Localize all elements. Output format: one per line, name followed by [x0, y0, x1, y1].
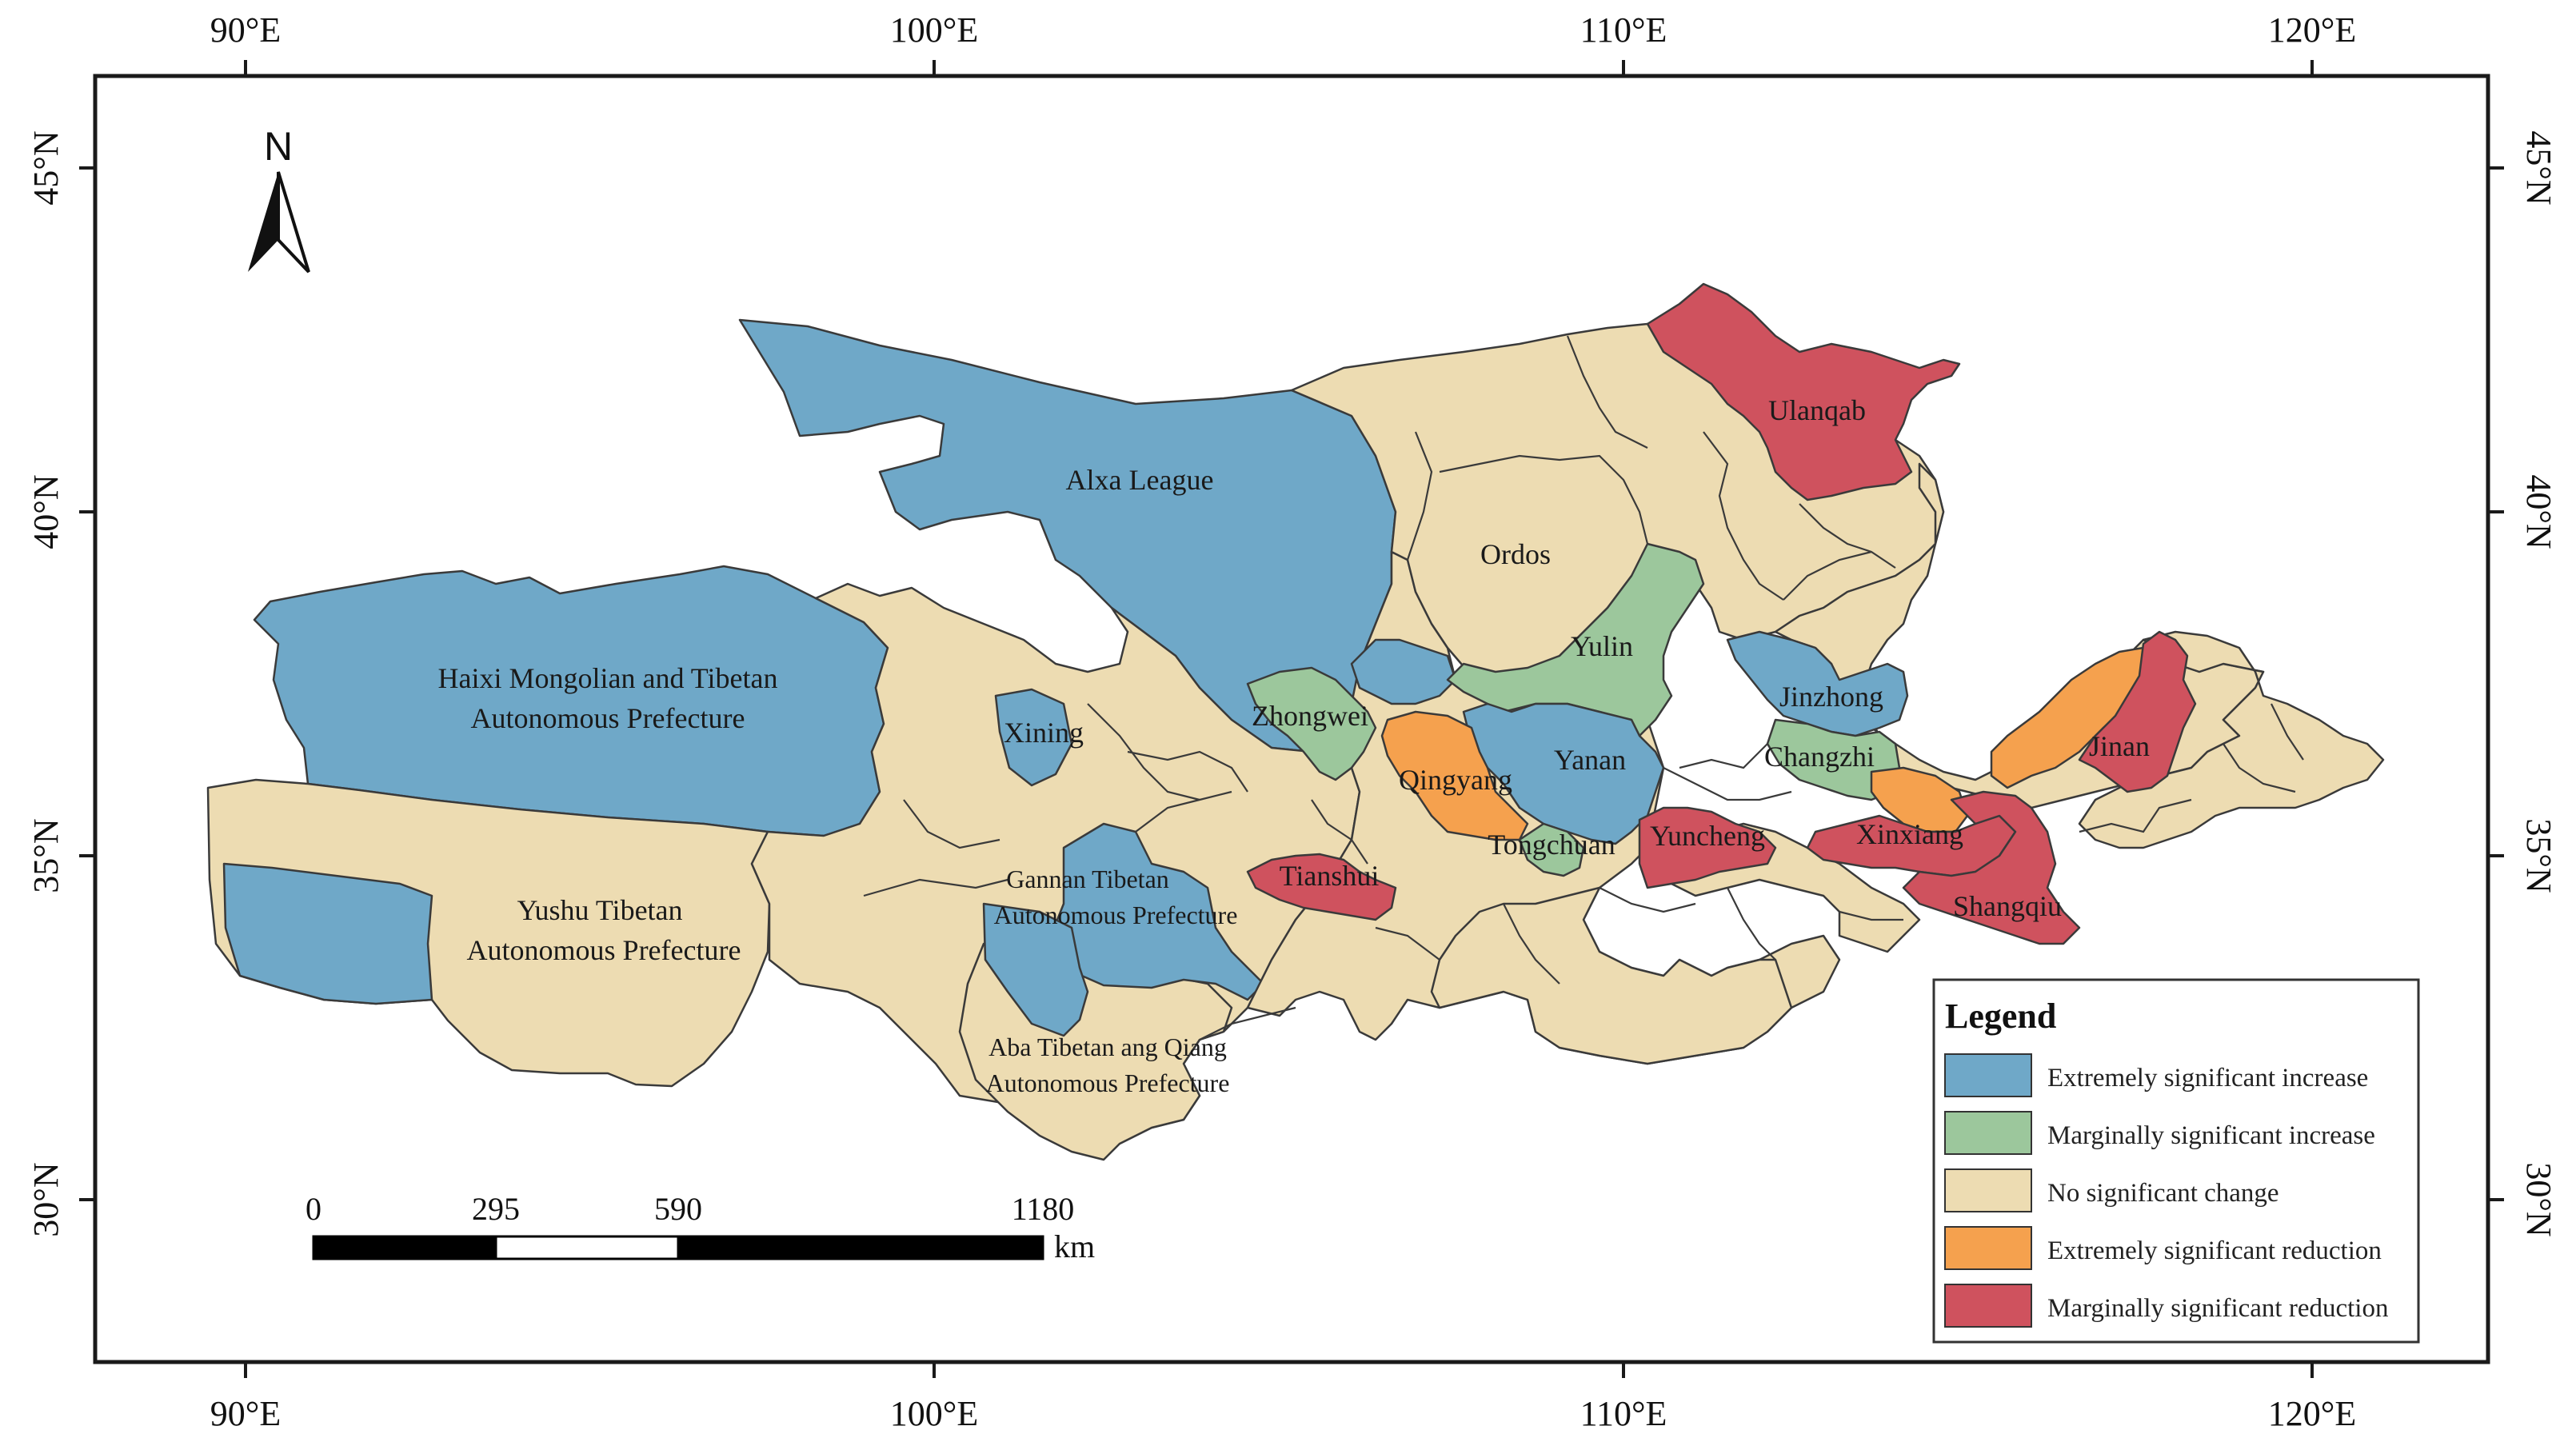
label-qingyang: Qingyang	[1399, 764, 1512, 796]
label-gannan-line2: Autonomous Prefecture	[994, 901, 1238, 929]
label-alxa: Alxa League	[1066, 464, 1214, 496]
label-xining: Xining	[1004, 717, 1084, 749]
region-tianshui	[1246, 853, 1397, 921]
scale-segment	[494, 1235, 680, 1260]
legend-swatch-extremely-significant-increase	[1944, 1053, 2032, 1097]
region-shangqiu	[1902, 790, 2081, 945]
scale-segment	[312, 1235, 497, 1260]
region-yinchuan	[1350, 638, 1457, 705]
scale-unit: km	[1054, 1228, 1095, 1264]
label-changzhi: Changzhi	[1764, 741, 1875, 773]
legend-label: Extremely significant increase	[2047, 1064, 2368, 1092]
scale-bar: 0 295 590 1180 km	[306, 1191, 1095, 1264]
right-axis-label: 35°N	[2519, 818, 2558, 893]
label-zhongwei: Zhongwei	[1252, 700, 1368, 732]
top-axis-label: 100°E	[890, 10, 978, 50]
region-south-beige	[1430, 886, 1793, 1065]
label-yuncheng: Yuncheng	[1650, 820, 1765, 852]
legend: Legend Extremely significant increase Ma…	[1932, 978, 2420, 1344]
label-jinzhong: Jinzhong	[1779, 681, 1883, 713]
top-axis-labels: 90°E 100°E 110°E 120°E	[210, 10, 2356, 50]
legend-label: No significant change	[2047, 1179, 2279, 1208]
north-arrow-label: N	[264, 124, 293, 169]
label-yulin: Yulin	[1571, 630, 1633, 662]
bottom-axis-label: 100°E	[890, 1394, 978, 1433]
label-haixi-line1: Haixi Mongolian and Tibetan	[438, 662, 778, 694]
label-aba-line2: Autonomous Prefecture	[986, 1069, 1230, 1097]
left-axis-label: 30°N	[26, 1162, 66, 1236]
label-haixi-line2: Autonomous Prefecture	[471, 702, 745, 734]
label-xinxiang: Xinxiang	[1856, 818, 1963, 850]
right-axis-label: 40°N	[2519, 474, 2558, 549]
legend-label: Extremely significant reduction	[2047, 1236, 2382, 1265]
region-yushu-west	[222, 862, 433, 1005]
region-jinzhong	[1726, 630, 1909, 737]
legend-label: Marginally significant increase	[2047, 1121, 2375, 1150]
label-yanan: Yanan	[1554, 744, 1626, 776]
top-axis-label: 110°E	[1580, 10, 1667, 50]
right-axis-label: 45°N	[2519, 130, 2558, 205]
legend-label: Marginally significant reduction	[2047, 1294, 2388, 1323]
region-gannan-south	[982, 902, 1089, 1037]
scale-segment	[677, 1235, 1044, 1260]
label-jinan: Jinan	[2089, 730, 2150, 762]
frame-ticks	[79, 60, 2504, 1378]
region-yanan	[1462, 702, 1665, 845]
region-shandong-east	[2078, 630, 2385, 849]
label-shangqiu: Shangqiu	[1953, 890, 2062, 922]
north-arrow: N	[248, 124, 310, 274]
region-xining	[994, 688, 1073, 787]
left-axis-label: 40°N	[26, 474, 66, 549]
label-ulanqab: Ulanqab	[1768, 394, 1866, 426]
map-frame	[93, 74, 2490, 1364]
scale-label: 0	[306, 1191, 322, 1227]
scale-label: 1180	[1012, 1191, 1075, 1227]
left-axis-label: 35°N	[26, 818, 66, 893]
bottom-axis-label: 90°E	[210, 1394, 281, 1433]
label-gannan-line1: Gannan Tibetan	[1006, 865, 1169, 893]
label-aba-line1: Aba Tibetan ang Qiang	[988, 1033, 1227, 1061]
legend-title: Legend	[1945, 997, 2056, 1036]
legend-box	[1932, 978, 2420, 1344]
map-regions	[206, 282, 2385, 1161]
legend-swatch-no-significant-change	[1944, 1168, 2032, 1212]
left-axis-labels: 45°N 40°N 35°N 30°N	[26, 130, 66, 1236]
left-axis-label: 45°N	[26, 130, 66, 205]
top-axis-label: 120°E	[2268, 10, 2356, 50]
legend-swatch-marginally-significant-reduction	[1944, 1284, 2032, 1328]
region-ulanqab	[1646, 282, 1961, 501]
label-yushu-line2: Autonomous Prefecture	[467, 934, 741, 966]
north-arrow-icon	[248, 171, 310, 274]
region-jinan	[2078, 630, 2197, 793]
region-zhongwei	[1246, 666, 1377, 781]
bottom-axis-label: 120°E	[2268, 1394, 2356, 1433]
region-labels: Alxa League Haixi Mongolian and Tibetan …	[438, 394, 2151, 1097]
region-tongchuan	[1518, 822, 1585, 877]
bottom-axis-label: 110°E	[1580, 1394, 1667, 1433]
region-yuncheng	[1638, 806, 1777, 889]
label-ordos: Ordos	[1480, 538, 1551, 570]
admin-boundaries	[863, 335, 2304, 1041]
top-axis-label: 90°E	[210, 10, 281, 50]
label-tongchuan: Tongchuan	[1488, 829, 1615, 861]
scale-label: 590	[654, 1191, 702, 1227]
bottom-axis-labels: 90°E 100°E 110°E 120°E	[210, 1394, 2356, 1433]
legend-swatch-marginally-significant-increase	[1944, 1111, 2032, 1155]
scale-label: 295	[472, 1191, 520, 1227]
right-axis-labels: 45°N 40°N 35°N 30°N	[2519, 130, 2558, 1236]
right-axis-label: 30°N	[2519, 1162, 2558, 1236]
legend-swatch-extremely-significant-reduction	[1944, 1226, 2032, 1270]
label-tianshui: Tianshui	[1280, 860, 1380, 892]
label-yushu-line1: Yushu Tibetan	[517, 894, 682, 926]
